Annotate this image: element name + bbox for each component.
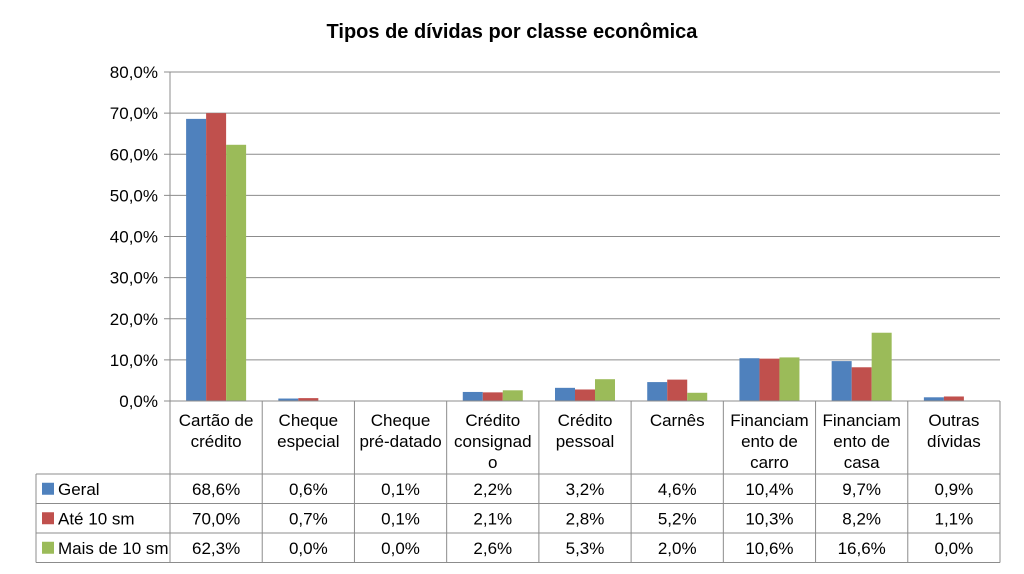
bar xyxy=(186,118,207,401)
data-label: 2,6% xyxy=(473,539,512,558)
y-tick-label: 0,0% xyxy=(119,392,158,411)
bar xyxy=(779,357,800,401)
gridlines xyxy=(164,71,1000,402)
data-label: 10,3% xyxy=(745,509,793,528)
category-label: ento de xyxy=(833,432,890,451)
series-name: Até 10 sm xyxy=(58,509,135,528)
category-label: Outras xyxy=(928,411,979,430)
bar xyxy=(502,390,523,401)
data-table: Cartão de crédito Cheque especial Cheque pré-… xyxy=(35,400,1001,563)
y-tick-label: 60,0% xyxy=(110,145,158,164)
category-label: pré-datado xyxy=(359,432,441,451)
bar xyxy=(575,389,595,401)
category-label: carro xyxy=(750,453,789,472)
y-tick-label: 30,0% xyxy=(110,269,158,288)
bar xyxy=(206,113,227,401)
category-label: Financiam xyxy=(730,411,808,430)
legend-swatch xyxy=(42,482,54,495)
data-label: 2,1% xyxy=(473,509,512,528)
data-label: 3,2% xyxy=(566,480,605,499)
data-label: 0,0% xyxy=(935,539,974,558)
bar xyxy=(278,398,299,401)
bar xyxy=(687,392,708,401)
data-label: 2,2% xyxy=(473,480,512,499)
data-label: 70,0% xyxy=(192,509,240,528)
bar xyxy=(871,332,892,401)
data-label: 62,3% xyxy=(192,539,240,558)
bar xyxy=(555,387,575,401)
y-tick-label: 40,0% xyxy=(110,228,158,247)
data-label: 0,9% xyxy=(935,480,974,499)
data-label: 4,6% xyxy=(658,480,697,499)
category-label: ento de xyxy=(741,432,798,451)
bar xyxy=(831,361,852,401)
bar xyxy=(943,396,964,401)
y-axis: 0,0% 10,0% 20,0% 30,0% 40,0% 50,0% 60,0% 70,0% 8… xyxy=(110,63,171,411)
category-label: consignad xyxy=(454,432,532,451)
category-label: Crédito xyxy=(465,411,520,430)
data-label: 5,3% xyxy=(566,539,605,558)
data-label: 68,6% xyxy=(192,480,240,499)
bar xyxy=(667,379,688,401)
category-label: especial xyxy=(277,432,339,451)
legend-swatch xyxy=(42,541,54,554)
data-label: 8,2% xyxy=(842,509,881,528)
category-label: o xyxy=(488,453,497,472)
category-label: Financiam xyxy=(822,411,900,430)
legend-swatch xyxy=(42,512,54,525)
bar xyxy=(482,392,503,401)
bar xyxy=(298,398,319,401)
data-label: 0,0% xyxy=(289,539,328,558)
bar xyxy=(851,367,872,401)
data-label: 0,7% xyxy=(289,509,328,528)
y-tick-label: 10,0% xyxy=(110,351,158,370)
category-label: Cartão de xyxy=(179,411,254,430)
category-label: Carnês xyxy=(650,411,705,430)
data-label: 0,6% xyxy=(289,480,328,499)
data-label: 10,4% xyxy=(745,480,793,499)
y-tick-label: 80,0% xyxy=(110,63,158,82)
data-label: 2,8% xyxy=(566,509,605,528)
bar xyxy=(595,379,615,401)
data-label: 0,1% xyxy=(381,509,420,528)
bar xyxy=(759,358,780,401)
data-label: 0,0% xyxy=(381,539,420,558)
bar xyxy=(739,358,760,401)
y-tick-label: 50,0% xyxy=(110,186,158,205)
data-label: 2,0% xyxy=(658,539,697,558)
category-label: Cheque xyxy=(279,411,339,430)
bar xyxy=(462,391,483,401)
category-label: Cheque xyxy=(371,411,431,430)
category-label: casa xyxy=(844,453,880,472)
chart-title: Tipos de dívidas por classe econômica xyxy=(327,21,699,43)
category-label: pessoal xyxy=(556,432,615,451)
data-label: 5,2% xyxy=(658,509,697,528)
bars xyxy=(186,113,964,401)
bar xyxy=(647,382,668,401)
data-label: 9,7% xyxy=(842,480,881,499)
data-label: 0,1% xyxy=(381,480,420,499)
bar xyxy=(923,397,944,401)
series-name: Mais de 10 sm xyxy=(58,539,169,558)
data-label: 1,1% xyxy=(935,509,974,528)
category-label: Crédito xyxy=(558,411,613,430)
series-name: Geral xyxy=(58,480,100,499)
data-label: 16,6% xyxy=(838,539,886,558)
category-label: crédito xyxy=(191,432,242,451)
bar xyxy=(226,144,247,401)
y-tick-label: 70,0% xyxy=(110,104,158,123)
category-label: dívidas xyxy=(927,432,981,451)
data-label: 10,6% xyxy=(745,539,793,558)
y-tick-label: 20,0% xyxy=(110,310,158,329)
